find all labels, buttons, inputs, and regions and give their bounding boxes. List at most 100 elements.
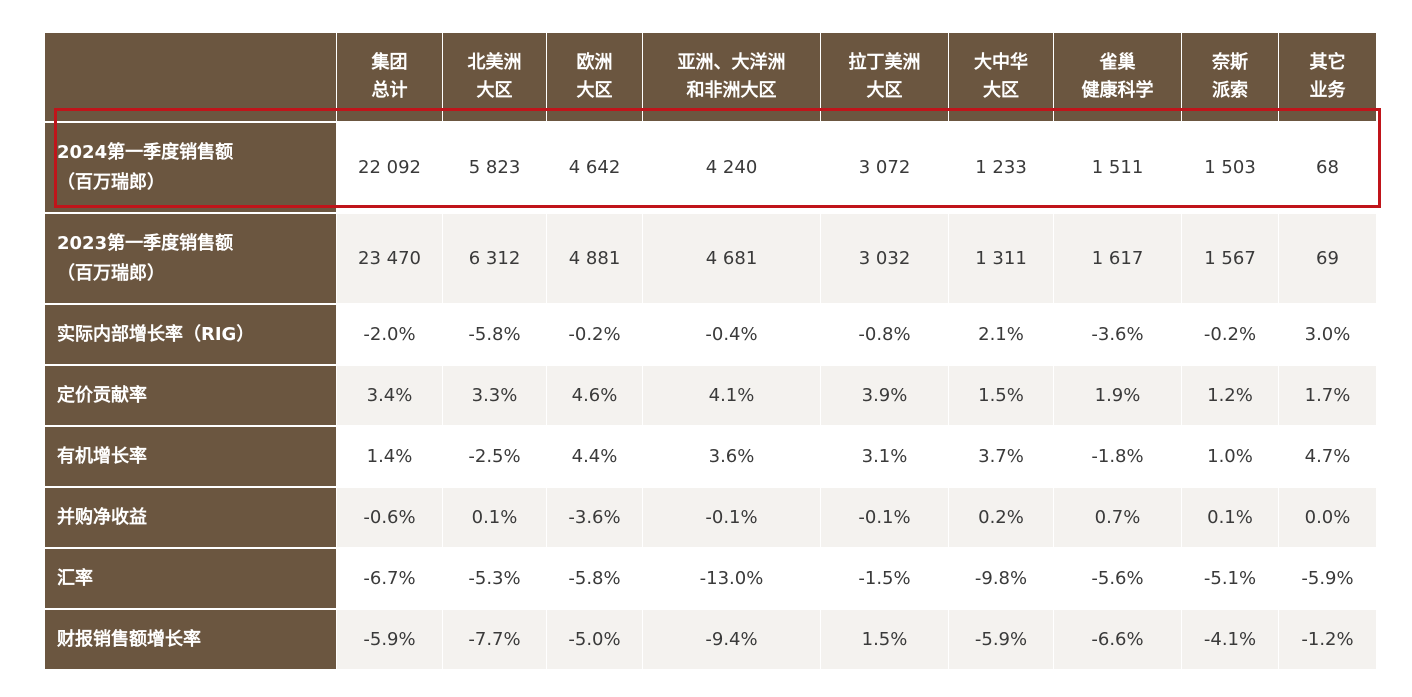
- table-cell: -7.7%: [443, 610, 547, 671]
- row-label: 有机增长率: [57, 445, 147, 467]
- table-cell: 1 503: [1182, 123, 1279, 214]
- col-header-aoa: 亚洲、大洋洲 和非洲大区: [643, 33, 821, 123]
- table-cell: -3.6%: [547, 488, 643, 549]
- table-cell: -5.9%: [1279, 549, 1376, 610]
- table-cell: -5.1%: [1182, 549, 1279, 610]
- row-label: 2023第一季度销售额: [57, 232, 234, 254]
- col-header-north-america: 北美洲 大区: [443, 33, 547, 123]
- table-cell: -5.8%: [443, 305, 547, 366]
- table-cell: 3 032: [821, 214, 949, 305]
- table-cell: 0.0%: [1279, 488, 1376, 549]
- header-row: 集团 总计 北美洲 大区 欧洲 大区 亚洲、大洋洲 和非洲大区 拉丁美洲 大区 大中华 大区…: [45, 33, 1376, 123]
- table-cell: 6 312: [443, 214, 547, 305]
- table-cell: 3 072: [821, 123, 949, 214]
- table-cell: 1 567: [1182, 214, 1279, 305]
- table-cell: 4.6%: [547, 366, 643, 427]
- table-cell: 4.7%: [1279, 427, 1376, 488]
- table-cell: 0.7%: [1054, 488, 1182, 549]
- table-cell: 22 092: [337, 123, 443, 214]
- row-header: 财报销售额增长率: [45, 610, 337, 671]
- table-row: 2023第一季度销售额 （百万瑞郎） 23 470 6 312 4 881 4 681 3 …: [45, 214, 1376, 305]
- row-label: 财报销售额增长率: [57, 628, 201, 650]
- table-cell: 23 470: [337, 214, 443, 305]
- table-cell: 1 617: [1054, 214, 1182, 305]
- table-cell: -2.5%: [443, 427, 547, 488]
- table-cell: -2.0%: [337, 305, 443, 366]
- row-header: 定价贡献率: [45, 366, 337, 427]
- table-cell: -6.6%: [1054, 610, 1182, 671]
- table-cell: -5.9%: [337, 610, 443, 671]
- table-row: 有机增长率 1.4% -2.5% 4.4% 3.6% 3.1% 3.7% -1.8% 1.0% 4…: [45, 427, 1376, 488]
- table-cell: -1.5%: [821, 549, 949, 610]
- table-cell: -9.8%: [949, 549, 1054, 610]
- table-cell: -5.6%: [1054, 549, 1182, 610]
- table-cell: 1.0%: [1182, 427, 1279, 488]
- table-cell: -9.4%: [643, 610, 821, 671]
- table-cell: 3.1%: [821, 427, 949, 488]
- table-cell: -0.1%: [643, 488, 821, 549]
- table-cell: -5.3%: [443, 549, 547, 610]
- row-header: 汇率: [45, 549, 337, 610]
- table-cell: 0.1%: [443, 488, 547, 549]
- table-cell: 3.7%: [949, 427, 1054, 488]
- table-cell: 1 233: [949, 123, 1054, 214]
- table-cell: 3.3%: [443, 366, 547, 427]
- table-cell: 1.2%: [1182, 366, 1279, 427]
- table-cell: 4 642: [547, 123, 643, 214]
- header-corner: [45, 33, 337, 123]
- table-row: 2024第一季度销售额 （百万瑞郎） 22 092 5 823 4 642 4 240 3 …: [45, 123, 1376, 214]
- table-cell: -6.7%: [337, 549, 443, 610]
- row-header: 2023第一季度销售额 （百万瑞郎）: [45, 214, 337, 305]
- table-cell: 1.4%: [337, 427, 443, 488]
- table-cell: 68: [1279, 123, 1376, 214]
- table-cell: -0.4%: [643, 305, 821, 366]
- row-label: 并购净收益: [57, 506, 147, 528]
- table-row: 实际内部增长率（RIG） -2.0% -5.8% -0.2% -0.4% -0.8% 2.1…: [45, 305, 1376, 366]
- table-cell: 1 511: [1054, 123, 1182, 214]
- row-header: 2024第一季度销售额 （百万瑞郎）: [45, 123, 337, 214]
- table-cell: 1.5%: [821, 610, 949, 671]
- table-cell: -4.1%: [1182, 610, 1279, 671]
- table-cell: 4.4%: [547, 427, 643, 488]
- row-label: 定价贡献率: [57, 384, 147, 406]
- col-header-nespresso: 奈斯 派索: [1182, 33, 1279, 123]
- table-cell: 1.7%: [1279, 366, 1376, 427]
- table-cell: -5.8%: [547, 549, 643, 610]
- table-cell: 1.9%: [1054, 366, 1182, 427]
- table-cell: 0.1%: [1182, 488, 1279, 549]
- sales-table: 集团 总计 北美洲 大区 欧洲 大区 亚洲、大洋洲 和非洲大区 拉丁美洲 大区 大中华 大区…: [45, 33, 1376, 671]
- table-cell: 5 823: [443, 123, 547, 214]
- table-cell: 3.4%: [337, 366, 443, 427]
- table-row: 定价贡献率 3.4% 3.3% 4.6% 4.1% 3.9% 1.5% 1.9% 1.2% 1.7…: [45, 366, 1376, 427]
- table-row: 并购净收益 -0.6% 0.1% -3.6% -0.1% -0.1% 0.2% 0.7% 0.1…: [45, 488, 1376, 549]
- row-label-unit: （百万瑞郎）: [57, 262, 165, 284]
- table-cell: 1.5%: [949, 366, 1054, 427]
- table-cell: -3.6%: [1054, 305, 1182, 366]
- table-cell: -5.9%: [949, 610, 1054, 671]
- table-cell: -1.2%: [1279, 610, 1376, 671]
- table-cell: 3.9%: [821, 366, 949, 427]
- table-cell: -0.1%: [821, 488, 949, 549]
- table-cell: 4 681: [643, 214, 821, 305]
- table-cell: 2.1%: [949, 305, 1054, 366]
- col-header-group-total: 集团 总计: [337, 33, 443, 123]
- row-label: 汇率: [57, 567, 93, 589]
- table-cell: -13.0%: [643, 549, 821, 610]
- table-cell: 69: [1279, 214, 1376, 305]
- row-label: 2024第一季度销售额: [57, 141, 234, 163]
- row-label-unit: （百万瑞郎）: [57, 171, 165, 193]
- col-header-greater-china: 大中华 大区: [949, 33, 1054, 123]
- table-cell: 0.2%: [949, 488, 1054, 549]
- row-header: 实际内部增长率（RIG）: [45, 305, 337, 366]
- col-header-other: 其它 业务: [1279, 33, 1376, 123]
- row-header: 并购净收益: [45, 488, 337, 549]
- table-cell: 3.0%: [1279, 305, 1376, 366]
- col-header-europe: 欧洲 大区: [547, 33, 643, 123]
- table-cell: -0.6%: [337, 488, 443, 549]
- row-header: 有机增长率: [45, 427, 337, 488]
- col-header-health-science: 雀巢 健康科学: [1054, 33, 1182, 123]
- table-cell: -5.0%: [547, 610, 643, 671]
- table-cell: 4 881: [547, 214, 643, 305]
- table-cell: -0.8%: [821, 305, 949, 366]
- table-row: 财报销售额增长率 -5.9% -7.7% -5.0% -9.4% 1.5% -5.9% -6.…: [45, 610, 1376, 671]
